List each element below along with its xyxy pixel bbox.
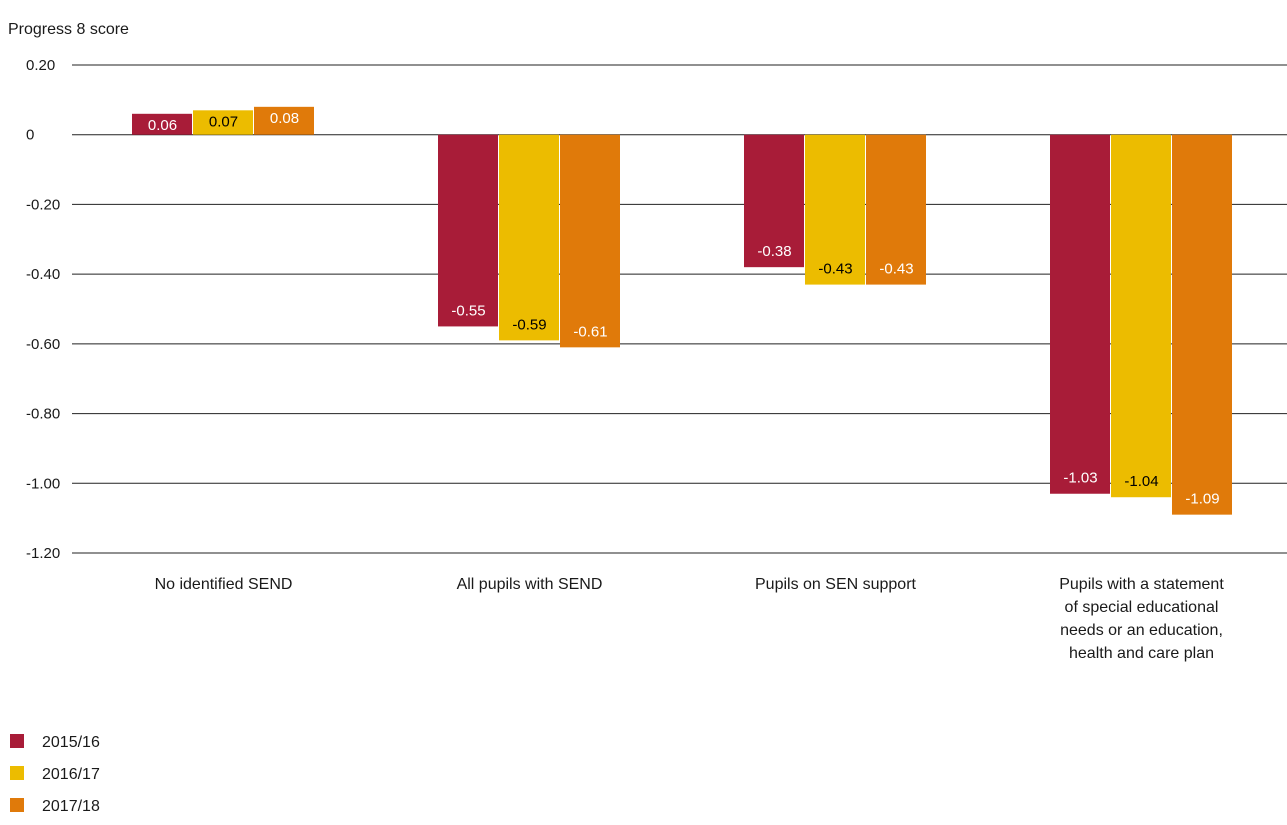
bar [866,134,926,285]
y-tick-label: -1.00 [26,475,60,492]
category-label: of special educational [1065,599,1219,616]
bar [1172,134,1232,515]
bar [1050,134,1110,494]
legend-swatch [10,798,24,812]
category-label: All pupils with SEND [457,576,603,593]
y-tick-label: 0.20 [26,57,55,74]
data-label: 0.06 [148,117,177,134]
data-label: -0.61 [573,323,607,340]
bar [438,134,498,327]
y-axis-title: Progress 8 score [8,21,129,38]
data-label: -1.03 [1063,470,1097,487]
y-tick-label: -0.20 [26,196,60,213]
data-label: 0.07 [209,113,238,130]
legend-label: 2017/18 [42,798,100,815]
bar [193,110,253,135]
legend-label: 2016/17 [42,766,100,783]
data-label: -1.04 [1124,473,1158,490]
legend-swatch [10,734,24,748]
category-label: Pupils with a statement [1059,576,1224,593]
data-label: -0.38 [757,243,791,260]
category-label: needs or an education, [1060,622,1223,639]
y-tick-label: -0.80 [26,406,60,423]
y-tick-label: -0.60 [26,336,60,353]
data-label: -1.09 [1185,491,1219,508]
legend-swatch [10,766,24,780]
bar [1111,134,1171,498]
data-label: -0.59 [512,316,546,333]
bar [132,113,192,135]
bar [805,134,865,285]
legend-label: 2015/16 [42,734,100,751]
category-label: Pupils on SEN support [755,576,917,593]
data-label: -0.43 [818,261,852,278]
bar [254,106,314,135]
category-label: No identified SEND [155,576,293,593]
bar [499,134,559,341]
data-label: -0.55 [451,302,485,319]
y-tick-label: 0 [26,127,34,144]
y-tick-label: -1.20 [26,545,60,562]
y-tick-label: -0.40 [26,266,60,283]
bar [560,134,620,348]
data-label: 0.08 [270,110,299,127]
data-label: -0.43 [879,261,913,278]
category-label: health and care plan [1069,645,1214,662]
bar [744,134,804,268]
